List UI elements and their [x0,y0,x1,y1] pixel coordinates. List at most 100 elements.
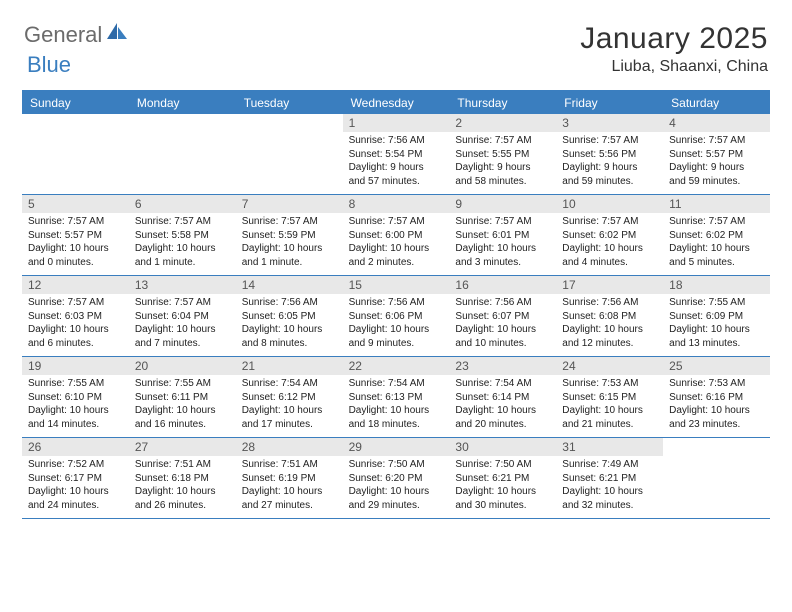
daylight-text-1: Daylight: 10 hours [135,404,230,418]
day-number: 13 [129,276,236,294]
daylight-text-1: Daylight: 10 hours [349,323,444,337]
sunrise-text: Sunrise: 7:53 AM [669,377,764,391]
day-number: 7 [236,195,343,213]
day-cell [236,114,343,194]
day-info: Sunrise: 7:57 AMSunset: 6:02 PMDaylight:… [556,213,663,275]
daylight-text-1: Daylight: 10 hours [349,485,444,499]
day-cell [663,438,770,518]
weekday-header: Saturday [663,92,770,114]
sunrise-text: Sunrise: 7:57 AM [28,215,123,229]
daylight-text-2: and 16 minutes. [135,418,230,432]
day-info: Sunrise: 7:57 AMSunset: 6:00 PMDaylight:… [343,213,450,275]
week-row: 1Sunrise: 7:56 AMSunset: 5:54 PMDaylight… [22,114,770,195]
day-info: Sunrise: 7:54 AMSunset: 6:14 PMDaylight:… [449,375,556,437]
day-cell: 23Sunrise: 7:54 AMSunset: 6:14 PMDayligh… [449,357,556,437]
location-text: Liuba, Shaanxi, China [580,58,768,76]
day-cell: 3Sunrise: 7:57 AMSunset: 5:56 PMDaylight… [556,114,663,194]
sunrise-text: Sunrise: 7:57 AM [242,215,337,229]
day-number: 30 [449,438,556,456]
logo-text-general: General [24,22,102,48]
daylight-text-2: and 6 minutes. [28,337,123,351]
day-cell: 1Sunrise: 7:56 AMSunset: 5:54 PMDaylight… [343,114,450,194]
sunset-text: Sunset: 6:13 PM [349,391,444,405]
week-row: 26Sunrise: 7:52 AMSunset: 6:17 PMDayligh… [22,438,770,519]
day-cell: 7 Sunrise: 7:57 AMSunset: 5:59 PMDaylight… [236,195,343,275]
sunset-text: Sunset: 5:55 PM [455,148,550,162]
sunset-text: Sunset: 6:02 PM [669,229,764,243]
daylight-text-1: Daylight: 10 hours [669,323,764,337]
day-number: 26 [22,438,129,456]
day-info [129,118,236,126]
sunrise-text: Sunrise: 7:52 AM [28,458,123,472]
sunrise-text: Sunrise: 7:49 AM [562,458,657,472]
daylight-text-2: and 24 minutes. [28,499,123,513]
sunrise-text: Sunrise: 7:50 AM [455,458,550,472]
daylight-text-2: and 10 minutes. [455,337,550,351]
day-info [236,118,343,126]
daylight-text-2: and 2 minutes. [349,256,444,270]
day-number: 16 [449,276,556,294]
day-number: 21 [236,357,343,375]
daylight-text-1: Daylight: 9 hours [349,161,444,175]
week-row: 12Sunrise: 7:57 AMSunset: 6:03 PMDayligh… [22,276,770,357]
daylight-text-2: and 0 minutes. [28,256,123,270]
sunset-text: Sunset: 5:59 PM [242,229,337,243]
sunrise-text: Sunrise: 7:57 AM [135,215,230,229]
day-cell [22,114,129,194]
day-info: Sunrise: 7:50 AMSunset: 6:21 PMDaylight:… [449,456,556,518]
daylight-text-2: and 32 minutes. [562,499,657,513]
sunset-text: Sunset: 6:01 PM [455,229,550,243]
calendar: Sunday Monday Tuesday Wednesday Thursday… [22,90,770,519]
day-info: Sunrise: 7:51 AMSunset: 6:19 PMDaylight:… [236,456,343,518]
logo: General [24,22,130,48]
day-number: 18 [663,276,770,294]
day-number: 14 [236,276,343,294]
daylight-text-2: and 5 minutes. [669,256,764,270]
sunrise-text: Sunrise: 7:57 AM [669,215,764,229]
day-number: 24 [556,357,663,375]
sunset-text: Sunset: 6:00 PM [349,229,444,243]
day-cell: 22Sunrise: 7:54 AMSunset: 6:13 PMDayligh… [343,357,450,437]
sunrise-text: Sunrise: 7:54 AM [349,377,444,391]
daylight-text-1: Daylight: 10 hours [349,404,444,418]
sunset-text: Sunset: 6:12 PM [242,391,337,405]
daylight-text-2: and 1 minute. [242,256,337,270]
sunrise-text: Sunrise: 7:56 AM [562,296,657,310]
daylight-text-1: Daylight: 10 hours [562,242,657,256]
sunset-text: Sunset: 6:07 PM [455,310,550,324]
day-cell: 19Sunrise: 7:55 AMSunset: 6:10 PMDayligh… [22,357,129,437]
day-info: Sunrise: 7:55 AMSunset: 6:11 PMDaylight:… [129,375,236,437]
sunset-text: Sunset: 6:21 PM [455,472,550,486]
day-number: 8 [343,195,450,213]
sunset-text: Sunset: 5:56 PM [562,148,657,162]
day-info [663,442,770,450]
day-cell: 15Sunrise: 7:56 AMSunset: 6:06 PMDayligh… [343,276,450,356]
header: General January 2025 Liuba, Shaanxi, Chi… [0,0,792,84]
month-title: January 2025 [580,22,768,56]
weekday-header: Monday [129,92,236,114]
sunrise-text: Sunrise: 7:57 AM [562,215,657,229]
daylight-text-2: and 29 minutes. [349,499,444,513]
day-cell: 25Sunrise: 7:53 AMSunset: 6:16 PMDayligh… [663,357,770,437]
daylight-text-1: Daylight: 10 hours [242,323,337,337]
day-info: Sunrise: 7:57 AMSunset: 6:04 PMDaylight:… [129,294,236,356]
daylight-text-2: and 9 minutes. [349,337,444,351]
daylight-text-1: Daylight: 10 hours [28,485,123,499]
day-info: Sunrise: 7:57 AMSunset: 5:57 PMDaylight:… [663,132,770,194]
daylight-text-1: Daylight: 10 hours [242,242,337,256]
day-number: 23 [449,357,556,375]
day-number: 20 [129,357,236,375]
week-row: 19Sunrise: 7:55 AMSunset: 6:10 PMDayligh… [22,357,770,438]
day-cell: 21Sunrise: 7:54 AMSunset: 6:12 PMDayligh… [236,357,343,437]
day-number: 4 [663,114,770,132]
sunrise-text: Sunrise: 7:53 AM [562,377,657,391]
logo-text-blue: Blue [27,52,71,77]
day-cell: 10Sunrise: 7:57 AMSunset: 6:02 PMDayligh… [556,195,663,275]
day-cell: 2Sunrise: 7:57 AMSunset: 5:55 PMDaylight… [449,114,556,194]
daylight-text-1: Daylight: 9 hours [669,161,764,175]
day-number: 17 [556,276,663,294]
sunset-text: Sunset: 6:06 PM [349,310,444,324]
sunset-text: Sunset: 5:57 PM [28,229,123,243]
day-cell: 14Sunrise: 7:56 AMSunset: 6:05 PMDayligh… [236,276,343,356]
weeks-container: 1Sunrise: 7:56 AMSunset: 5:54 PMDaylight… [22,114,770,519]
